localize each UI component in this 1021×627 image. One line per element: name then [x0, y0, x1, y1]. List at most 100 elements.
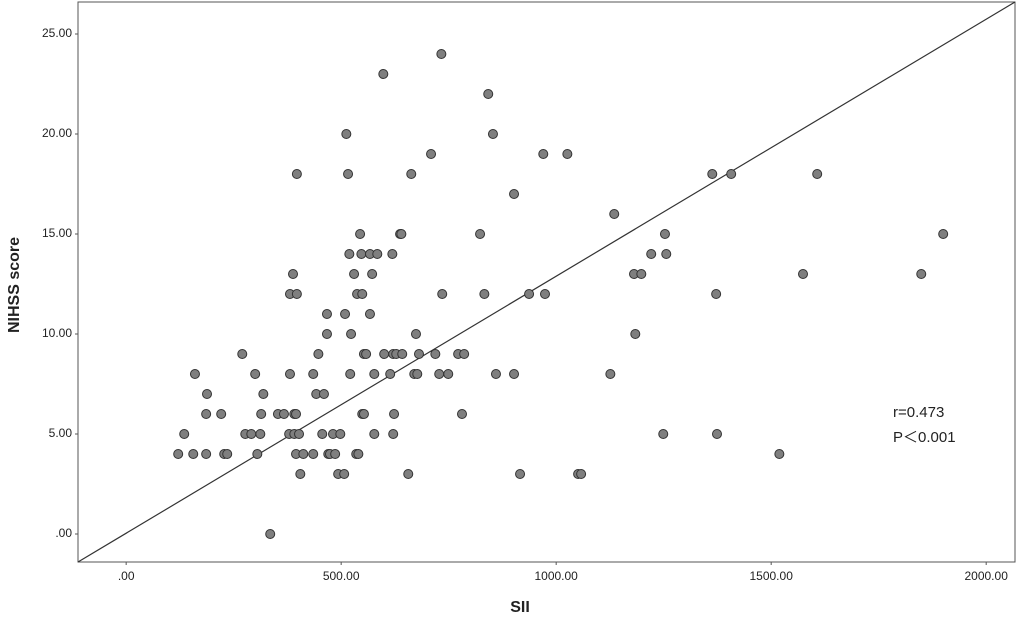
point — [361, 349, 372, 359]
point — [216, 409, 227, 419]
point — [538, 149, 549, 159]
point — [278, 409, 289, 419]
point — [406, 169, 417, 179]
point — [562, 149, 573, 159]
point — [313, 349, 324, 359]
point — [774, 449, 785, 459]
point — [396, 229, 407, 239]
point — [202, 389, 213, 399]
point — [258, 389, 269, 399]
annotation: r=0.473 — [893, 404, 944, 421]
point — [364, 309, 375, 319]
point — [605, 369, 616, 379]
point — [369, 429, 380, 439]
x-axis-label: SII — [510, 599, 530, 616]
point — [353, 449, 364, 459]
point — [372, 249, 383, 259]
point — [318, 389, 329, 399]
point — [609, 209, 620, 219]
point — [459, 349, 470, 359]
point — [369, 369, 380, 379]
point — [410, 329, 421, 339]
point — [385, 369, 396, 379]
point — [358, 409, 369, 419]
point — [387, 249, 398, 259]
point — [726, 169, 737, 179]
annotation: P＜0.001 — [893, 429, 956, 446]
point — [414, 349, 425, 359]
point — [349, 269, 360, 279]
point — [291, 289, 302, 299]
x-tick-label: 500.00 — [323, 569, 360, 583]
point — [201, 449, 212, 459]
point — [294, 429, 305, 439]
point — [659, 229, 670, 239]
point — [188, 449, 199, 459]
point — [388, 429, 399, 439]
point — [321, 309, 332, 319]
point — [378, 69, 389, 79]
point — [179, 429, 190, 439]
y-tick-label: 10.00 — [42, 326, 72, 340]
point — [173, 449, 184, 459]
point — [284, 369, 295, 379]
point — [237, 349, 248, 359]
point — [712, 429, 723, 439]
y-tick-label: 20.00 — [42, 126, 72, 140]
point — [426, 149, 437, 159]
point — [479, 289, 490, 299]
y-axis-label: NIHSS score — [6, 237, 23, 333]
point — [356, 249, 367, 259]
point — [339, 469, 350, 479]
point — [938, 229, 949, 239]
point — [291, 169, 302, 179]
point — [344, 249, 355, 259]
point — [630, 329, 641, 339]
point — [379, 349, 390, 359]
x-tick-label: .00 — [118, 569, 135, 583]
point — [430, 349, 441, 359]
point — [658, 429, 669, 439]
point — [812, 169, 823, 179]
point — [367, 269, 378, 279]
point — [798, 269, 809, 279]
point — [515, 469, 526, 479]
point — [436, 49, 447, 59]
point — [340, 309, 351, 319]
plot-frame — [77, 1, 1016, 563]
point — [355, 229, 366, 239]
y-tick-label: 15.00 — [42, 226, 72, 240]
point — [295, 469, 306, 479]
point — [265, 529, 276, 539]
point — [345, 369, 356, 379]
point — [308, 449, 319, 459]
point — [330, 449, 341, 459]
point — [661, 249, 672, 259]
point — [434, 369, 445, 379]
point — [457, 409, 468, 419]
point — [246, 429, 257, 439]
point — [317, 429, 328, 439]
point — [256, 409, 267, 419]
point — [483, 89, 494, 99]
point — [222, 449, 233, 459]
point — [189, 369, 200, 379]
point — [255, 429, 266, 439]
point — [397, 349, 408, 359]
point — [576, 469, 587, 479]
point — [250, 369, 261, 379]
point — [389, 409, 400, 419]
fit-line — [77, 1, 1016, 563]
point — [357, 289, 368, 299]
point — [443, 369, 454, 379]
x-tick-label: 1500.00 — [749, 569, 793, 583]
point — [346, 329, 357, 339]
x-tick-label: 2000.00 — [964, 569, 1008, 583]
point — [288, 269, 299, 279]
point — [509, 369, 520, 379]
point — [539, 289, 550, 299]
point — [916, 269, 927, 279]
point — [291, 409, 302, 419]
point — [201, 409, 212, 419]
